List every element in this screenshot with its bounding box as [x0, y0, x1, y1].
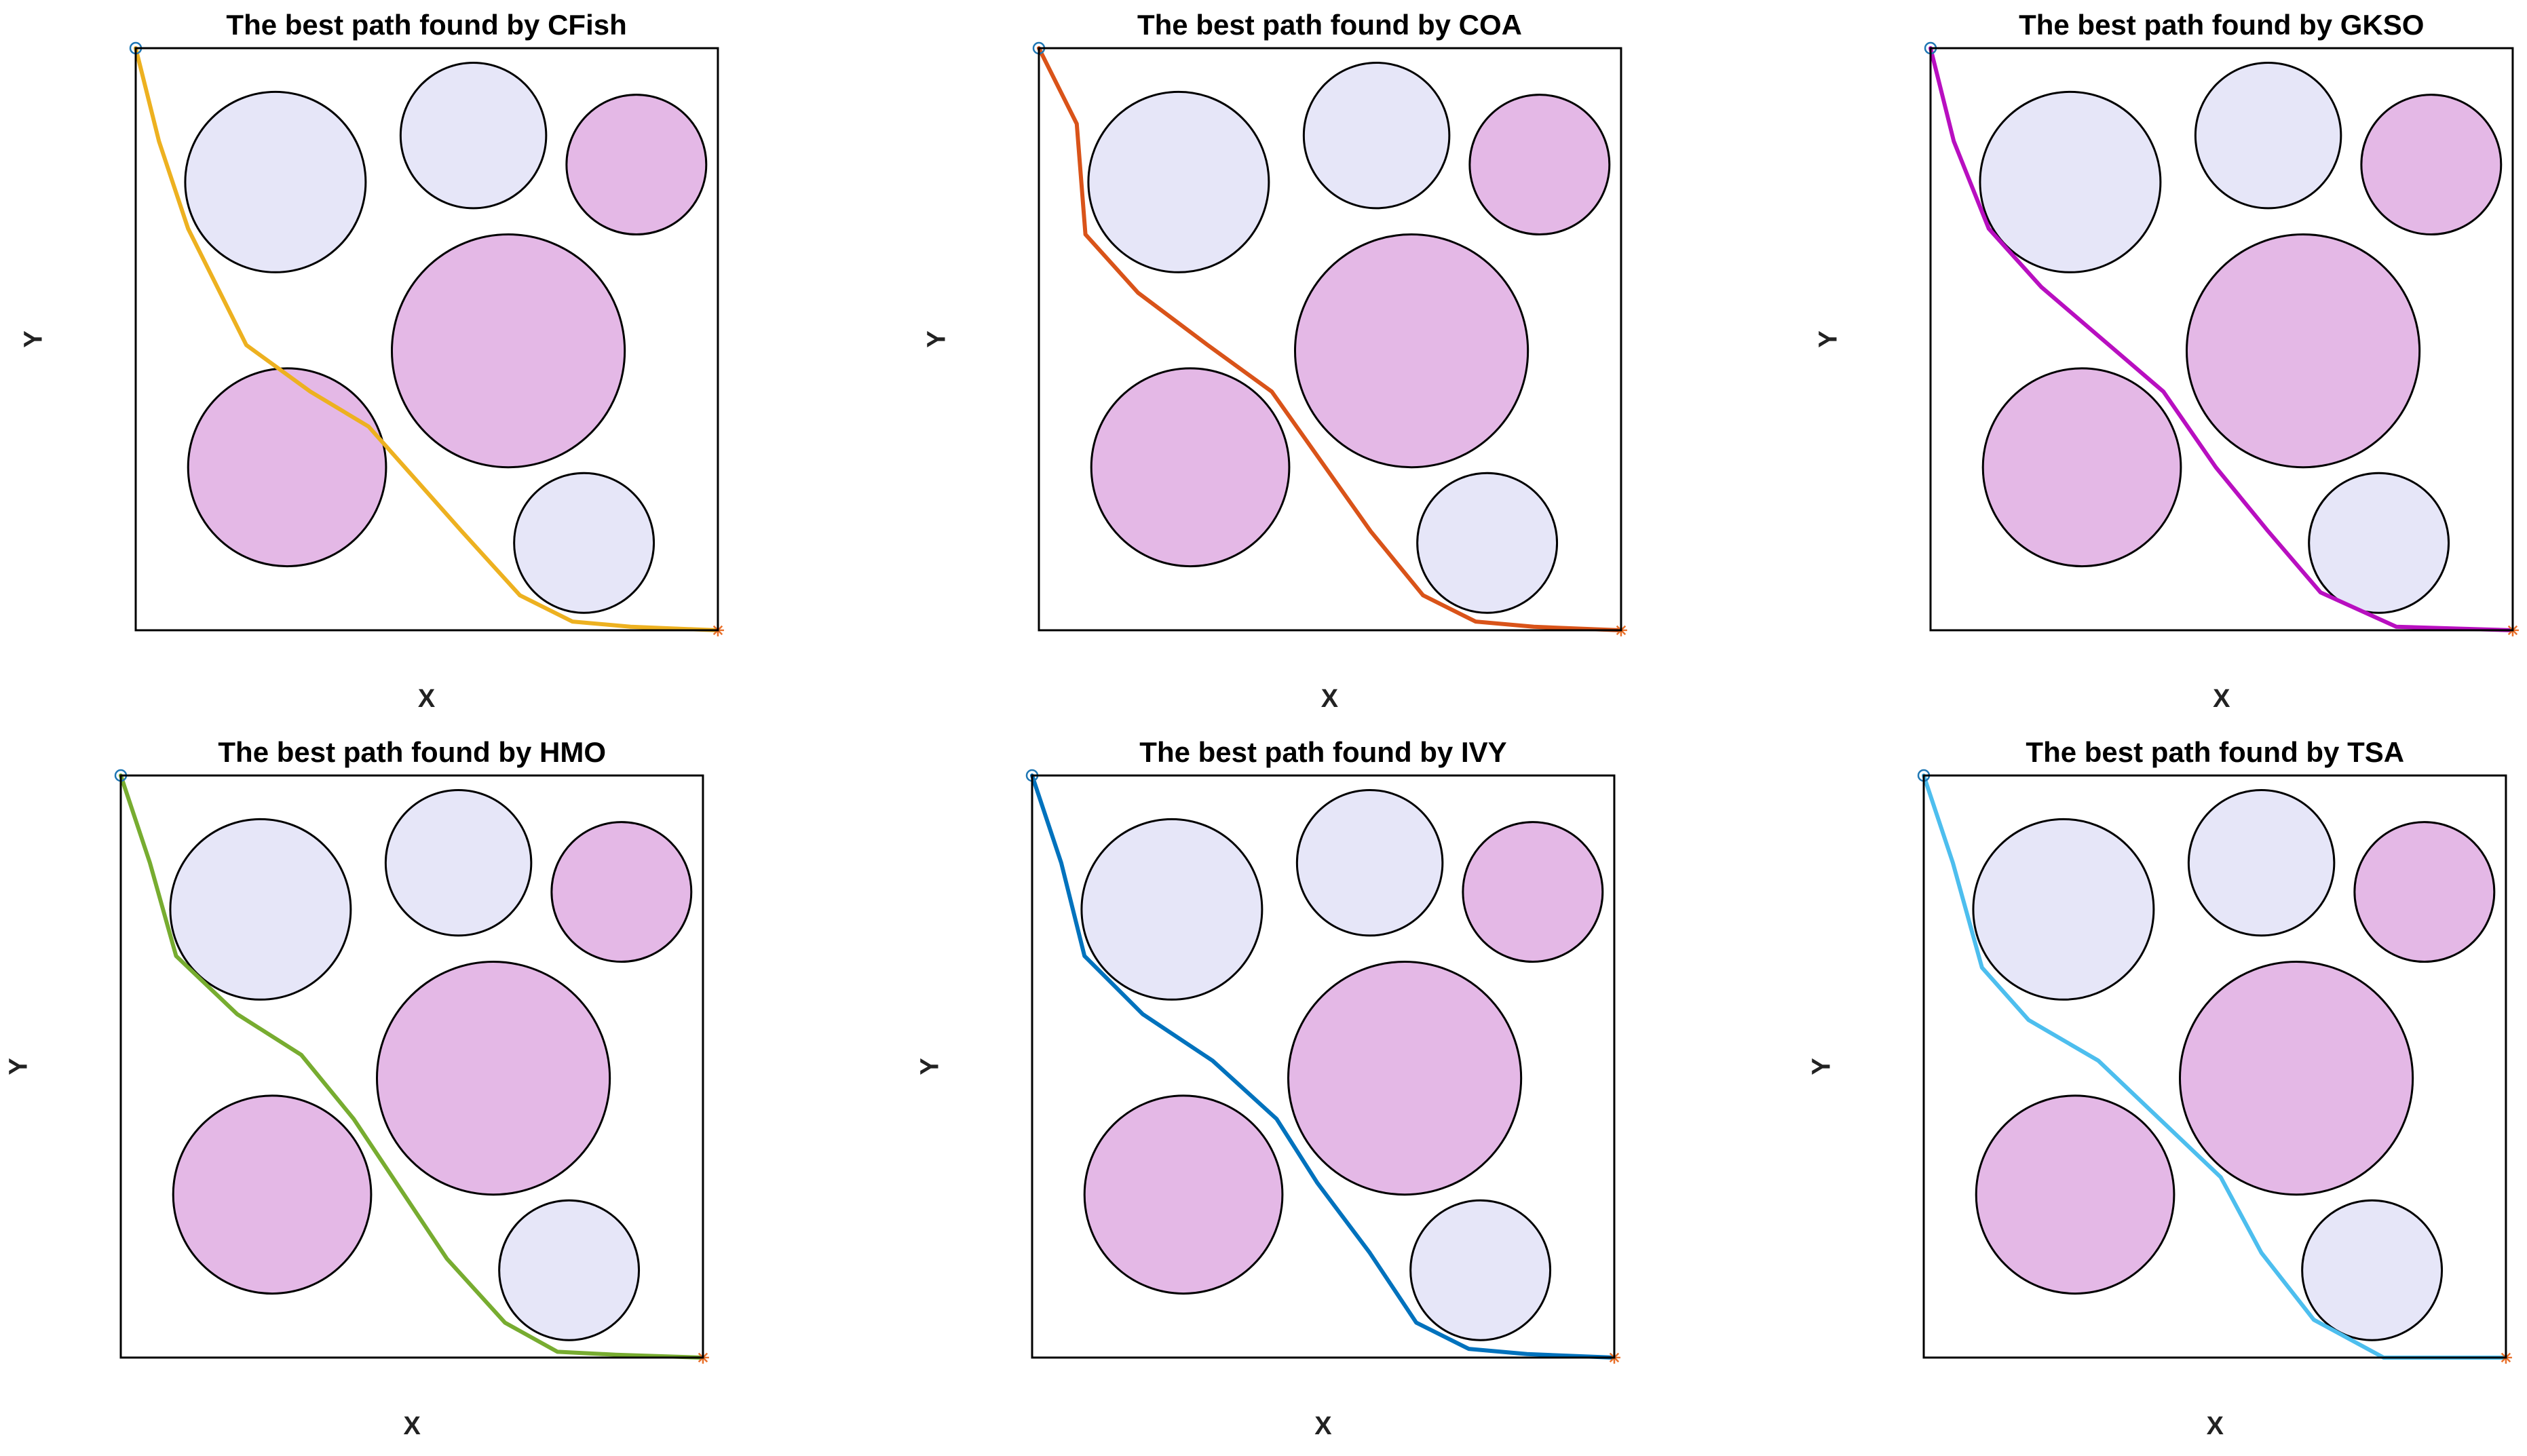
obstacle-circle-6: [498, 1199, 641, 1341]
x-axis-label: X: [1314, 1412, 1332, 1441]
axes-frame: [1038, 47, 1622, 632]
obstacle-circle-6: [2301, 1199, 2444, 1341]
obstacle-circle-5: [1975, 1094, 2176, 1295]
plot-title: The best path found by COA: [1137, 9, 1522, 41]
obstacle-circle-4: [376, 961, 611, 1196]
obstacle-circle-4: [1293, 233, 1529, 469]
x-axis-label: X: [417, 685, 436, 714]
plot-area: [1918, 769, 2513, 1364]
plot-area: [1025, 769, 1620, 1364]
axes-frame: [119, 774, 704, 1359]
subplot-ivy: The best path found by IVY X Y: [916, 736, 1620, 1440]
path-line: [133, 46, 720, 633]
axes-frame: [134, 47, 719, 632]
y-axis-label: Y: [19, 330, 48, 348]
obstacle-circle-1: [1972, 818, 2155, 1001]
y-axis-label: Y: [1807, 1058, 1836, 1075]
obstacle-circle-1: [1086, 91, 1270, 274]
obstacle-circle-1: [184, 91, 367, 274]
plot-title: The best path found by HMO: [218, 736, 607, 769]
plot-area: [129, 42, 724, 637]
path-line: [119, 773, 706, 1360]
x-axis-label: X: [403, 1412, 421, 1441]
subplot-gkso: The best path found by GKSO X Y: [1814, 9, 2519, 713]
plot-area: [1032, 42, 1627, 637]
obstacle-circle-5: [187, 367, 387, 568]
obstacle-circle-3: [565, 94, 707, 236]
obstacle-circle-4: [2179, 961, 2414, 1196]
obstacle-circle-5: [1090, 367, 1290, 568]
x-axis-label: X: [2213, 685, 2230, 714]
obstacle-circle-1: [1979, 91, 2162, 274]
obstacle-circle-2: [1302, 62, 1450, 210]
subplot-cfish: The best path found by CFish X Y: [19, 9, 724, 713]
plot-title: The best path found by TSA: [2026, 736, 2405, 769]
y-axis-label: Y: [915, 1058, 945, 1075]
y-axis-label: Y: [1814, 330, 1843, 348]
axes-frame: [1922, 774, 2507, 1359]
plot-title: The best path found by GKSO: [2019, 9, 2425, 41]
y-axis-label: Y: [4, 1058, 33, 1075]
obstacle-circle-3: [2360, 94, 2503, 236]
obstacle-circle-5: [1083, 1094, 1284, 1295]
obstacle-circle-3: [550, 821, 693, 963]
axes-frame: [1929, 47, 2514, 632]
obstacle-circle-2: [385, 789, 533, 937]
obstacle-circle-6: [2307, 472, 2450, 614]
plot-area: [114, 769, 710, 1364]
obstacle-circle-4: [390, 233, 626, 469]
obstacle-circle-1: [169, 818, 352, 1001]
x-axis-label: X: [1320, 685, 1339, 714]
obstacle-circle-1: [1080, 818, 1264, 1001]
subplot-tsa: The best path found by TSA X Y: [1808, 736, 2513, 1440]
x-axis-label: X: [2206, 1412, 2224, 1441]
path-line: [1922, 773, 2509, 1360]
obstacle-circle-2: [2188, 789, 2336, 937]
obstacle-circle-3: [1468, 94, 1610, 236]
path-line: [1036, 46, 1623, 633]
path-line: [1030, 773, 1617, 1360]
axes-frame: [1031, 774, 1616, 1359]
obstacle-circle-6: [1416, 472, 1558, 614]
obstacle-circle-2: [2194, 62, 2342, 210]
obstacle-circle-2: [399, 62, 547, 210]
obstacle-circle-5: [172, 1094, 373, 1295]
subplot-coa: The best path found by COA X Y: [922, 9, 1627, 713]
obstacle-circle-4: [1287, 961, 1523, 1196]
subplot-hmo: The best path found by HMO X Y: [5, 736, 710, 1440]
obstacle-circle-6: [512, 472, 655, 614]
obstacle-circle-3: [1462, 821, 1604, 963]
plot-title: The best path found by IVY: [1139, 736, 1507, 769]
plot-title: The best path found by CFish: [226, 9, 627, 41]
obstacle-circle-6: [1409, 1199, 1552, 1341]
plot-area: [1924, 42, 2519, 637]
obstacle-circle-2: [1295, 789, 1444, 937]
obstacle-circle-4: [2185, 233, 2420, 469]
path-line: [1928, 46, 2515, 633]
y-axis-label: Y: [922, 330, 951, 348]
obstacle-circle-3: [2353, 821, 2496, 963]
obstacle-circle-5: [1981, 367, 2182, 568]
